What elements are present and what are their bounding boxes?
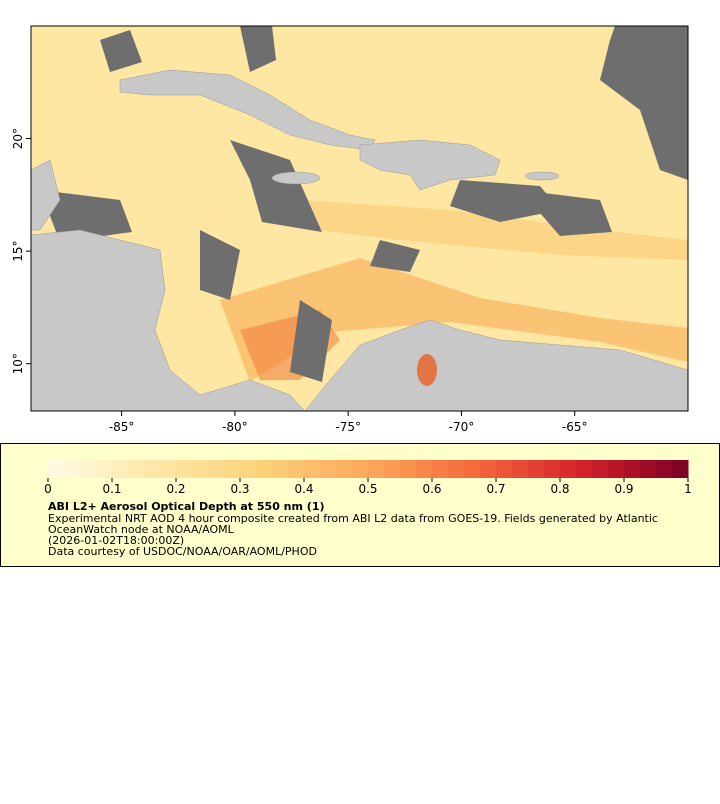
colorbar-swatch (432, 460, 449, 478)
colorbar-tick-label: 0.9 (614, 482, 633, 496)
x-tick-label: -85° (109, 420, 135, 434)
colorbar-swatch (256, 460, 273, 478)
colorbar-swatch (272, 460, 289, 478)
colorbar-tick-label: 0.6 (422, 482, 441, 496)
colorbar-swatch (336, 460, 353, 478)
colorbar-swatch (640, 460, 657, 478)
y-tick-label: 10° (11, 353, 25, 374)
colorbar-tick-label: 0.5 (358, 482, 377, 496)
lake-aod (417, 354, 437, 386)
colorbar-swatch (672, 460, 689, 478)
colorbar-swatch (240, 460, 257, 478)
x-tick-label: -80° (222, 420, 248, 434)
colorbar-swatch (320, 460, 337, 478)
x-tick-label: -65° (562, 420, 588, 434)
colorbar-swatch (464, 460, 481, 478)
y-tick-label: 15° (11, 241, 25, 262)
map (30, 26, 689, 412)
x-tick-label: -75° (335, 420, 361, 434)
colorbar-swatch (608, 460, 625, 478)
colorbar-swatch (80, 460, 97, 478)
colorbar-swatch (208, 460, 225, 478)
colorbar-swatch (624, 460, 641, 478)
map-frame (30, 25, 689, 412)
colorbar-tick-label: 0 (44, 482, 52, 496)
colorbar-swatch (448, 460, 465, 478)
colorbar-swatch (96, 460, 113, 478)
colorbar-tick-label: 0.8 (550, 482, 569, 496)
colorbar-swatch (192, 460, 209, 478)
colorbar-swatch (656, 460, 673, 478)
colorbar-swatch (304, 460, 321, 478)
colorbar-swatch (368, 460, 385, 478)
colorbar-swatch (560, 460, 577, 478)
colorbar-tick-label: 1 (684, 482, 692, 496)
colorbar-swatch (592, 460, 609, 478)
land (30, 69, 689, 412)
description: Data courtesy of USDOC/NOAA/OAR/AOML/PHO… (48, 545, 317, 558)
colorbar-swatch (544, 460, 561, 478)
colorbar-swatch (384, 460, 401, 478)
colorbar-swatch (512, 460, 529, 478)
aod-high (220, 258, 688, 382)
y-tick-label: 20° (11, 128, 25, 149)
legend-title: ABI L2+ Aerosol Optical Depth at 550 nm … (48, 500, 325, 513)
colorbar-swatch (144, 460, 161, 478)
colorbar-swatch (48, 460, 65, 478)
colorbar-tick-label: 0.3 (230, 482, 249, 496)
colorbar-tick-label: 0.2 (166, 482, 185, 496)
colorbar-swatch (288, 460, 305, 478)
colorbar-swatch (112, 460, 129, 478)
colorbar-swatch (64, 460, 81, 478)
colorbar-swatch (496, 460, 513, 478)
colorbar-tick-label: 0.1 (102, 482, 121, 496)
colorbar-tick-label: 0.7 (486, 482, 505, 496)
colorbar-swatch (224, 460, 241, 478)
colorbar-swatch (576, 460, 593, 478)
colorbar-swatch (160, 460, 177, 478)
colorbar-swatch (480, 460, 497, 478)
aod-mid (300, 200, 688, 260)
description: (2026-01-02T18:00:00Z) (48, 534, 184, 547)
colorbar-swatch (352, 460, 369, 478)
colorbar-swatch (528, 460, 545, 478)
colorbar-tick-label: 0.4 (294, 482, 313, 496)
description: OceanWatch node at NOAA/AOML (48, 523, 235, 536)
x-tick-label: -70° (449, 420, 475, 434)
colorbar-swatch (400, 460, 417, 478)
description: Experimental NRT AOD 4 hour composite cr… (48, 512, 658, 525)
colorbar-swatch (128, 460, 145, 478)
colorbar-swatch (416, 460, 433, 478)
colorbar-swatch (176, 460, 193, 478)
